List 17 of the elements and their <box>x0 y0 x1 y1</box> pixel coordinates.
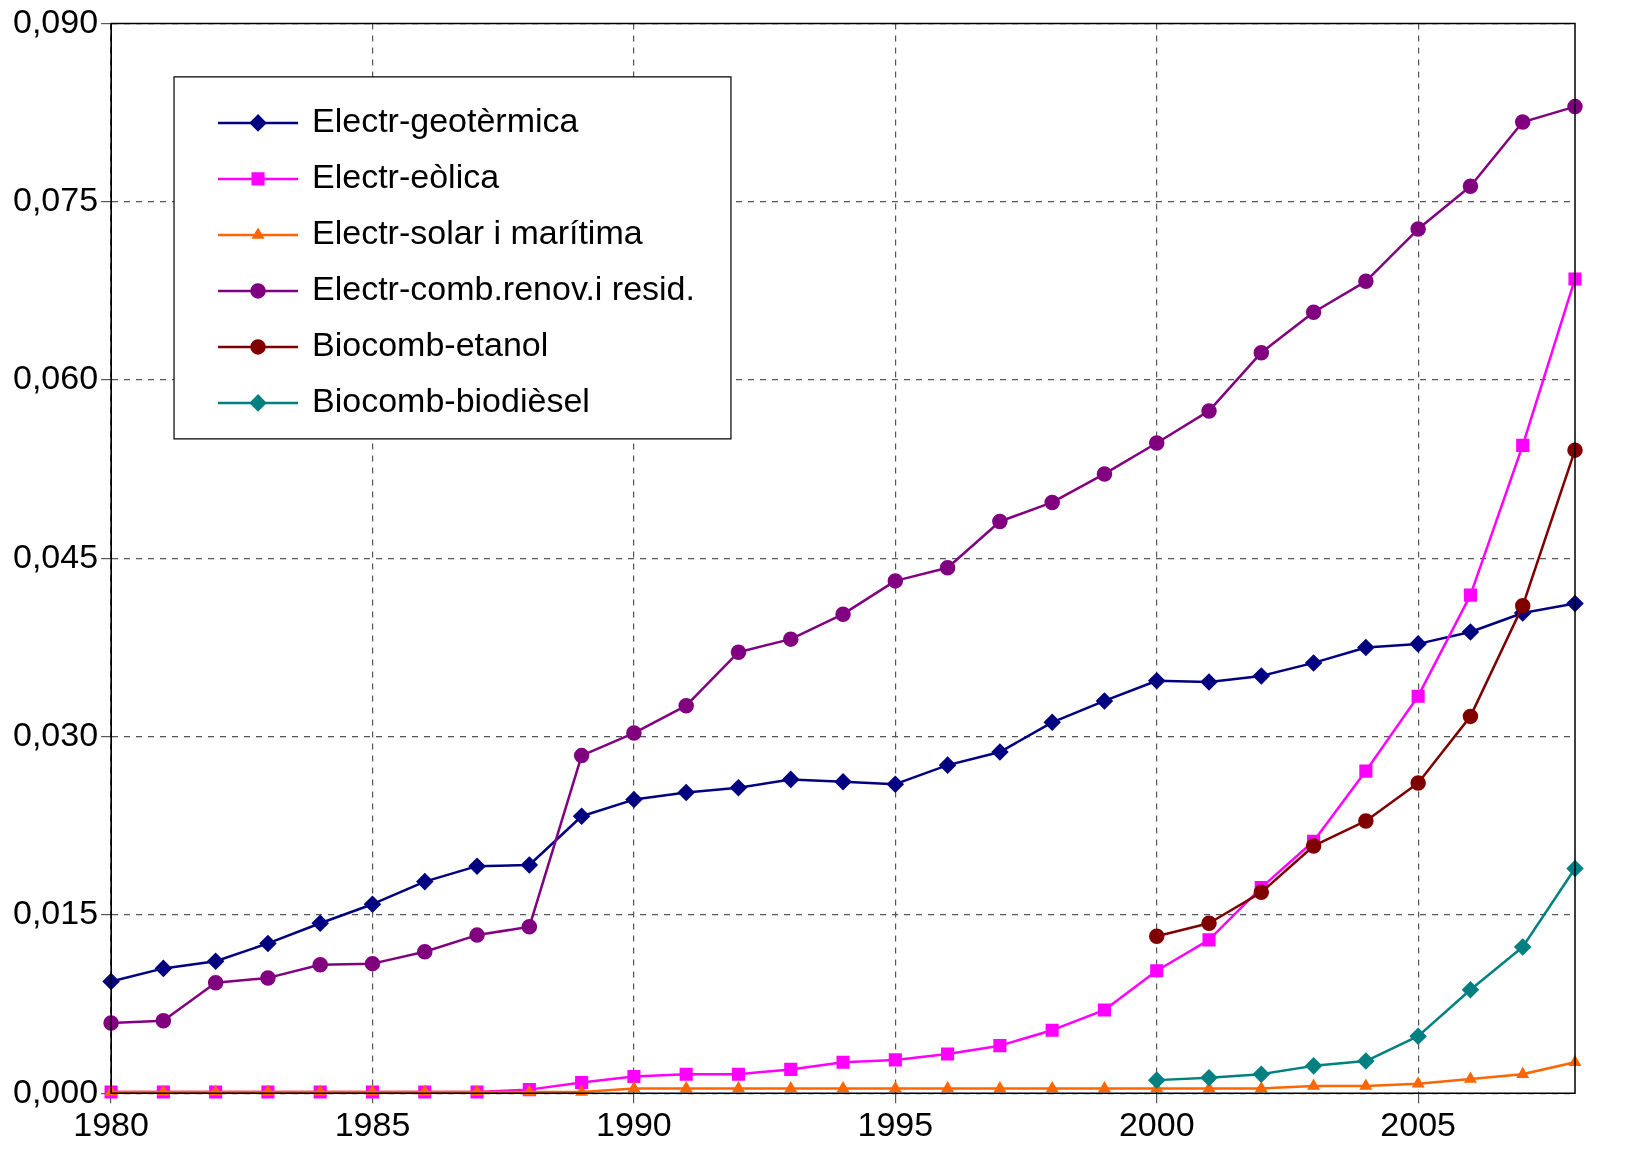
legend-label: Biocomb-biodièsel <box>312 381 590 420</box>
x-tick-label: 2000 <box>1118 1104 1195 1143</box>
x-tick-label: 1995 <box>857 1104 934 1143</box>
legend-label: Electr-comb.renov.i resid. <box>312 269 695 308</box>
y-tick-label: 0,015 <box>12 893 99 932</box>
legend-label: Electr-geotèrmica <box>312 101 579 140</box>
y-tick-label: 0,090 <box>12 1 99 40</box>
y-tick-label: 0,060 <box>12 358 99 397</box>
y-tick-label: 0,045 <box>12 536 99 575</box>
legend-label: Electr-solar i marítima <box>312 213 643 252</box>
legend-label: Biocomb-etanol <box>312 325 549 364</box>
legend-label: Electr-eòlica <box>312 157 500 196</box>
x-tick-label: 2005 <box>1380 1104 1456 1143</box>
x-tick-label: 1990 <box>596 1104 672 1143</box>
y-tick-label: 0,075 <box>12 180 99 219</box>
y-tick-label: 0,030 <box>12 714 99 753</box>
x-tick-label: 1985 <box>334 1104 411 1143</box>
